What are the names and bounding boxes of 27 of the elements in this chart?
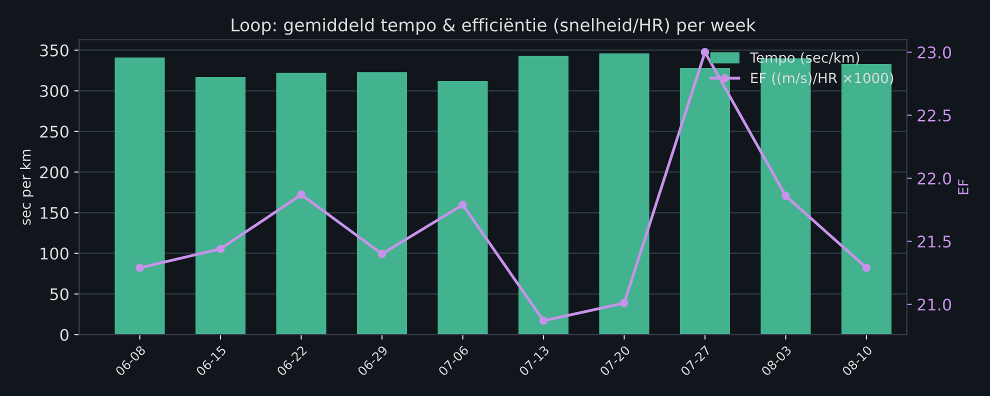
point (700, 48, 710, 56)
y-axis-title: sec per km (20, 150, 34, 225)
legend-label: Tempo (sec/km) (750, 52, 860, 66)
point (862, 264, 871, 272)
point (297, 190, 306, 199)
point (539, 316, 548, 325)
y2-tick-label: 22.0 (918, 172, 952, 185)
y-tick-label: 150 (40, 206, 68, 220)
y-tick-label: 250 (40, 126, 68, 138)
point (378, 250, 386, 258)
y-tick-label: 50 (50, 288, 68, 300)
y-tick-label: 200 (40, 166, 68, 178)
y2-tick-label: 22.5 (918, 109, 951, 122)
point (782, 192, 790, 200)
point (620, 298, 628, 308)
y2-tick-label: 21.5 (918, 236, 951, 248)
y-tick-label: 100 (40, 248, 68, 260)
point (458, 200, 467, 209)
y2-tick-label: 21.0 (918, 298, 952, 311)
y2-tick-label: 23.0 (918, 46, 952, 59)
point (136, 264, 144, 272)
chart-title: Loop: gemiddeld tempo & efficiëntie (snelheid/HR) per week (232, 18, 756, 35)
point (216, 244, 225, 254)
y-tick-label: 300 (40, 85, 68, 98)
y-tick-label: 0 (60, 328, 68, 341)
y2-axis-title: EF (958, 180, 968, 194)
y-tick-label: 350 (40, 44, 68, 56)
